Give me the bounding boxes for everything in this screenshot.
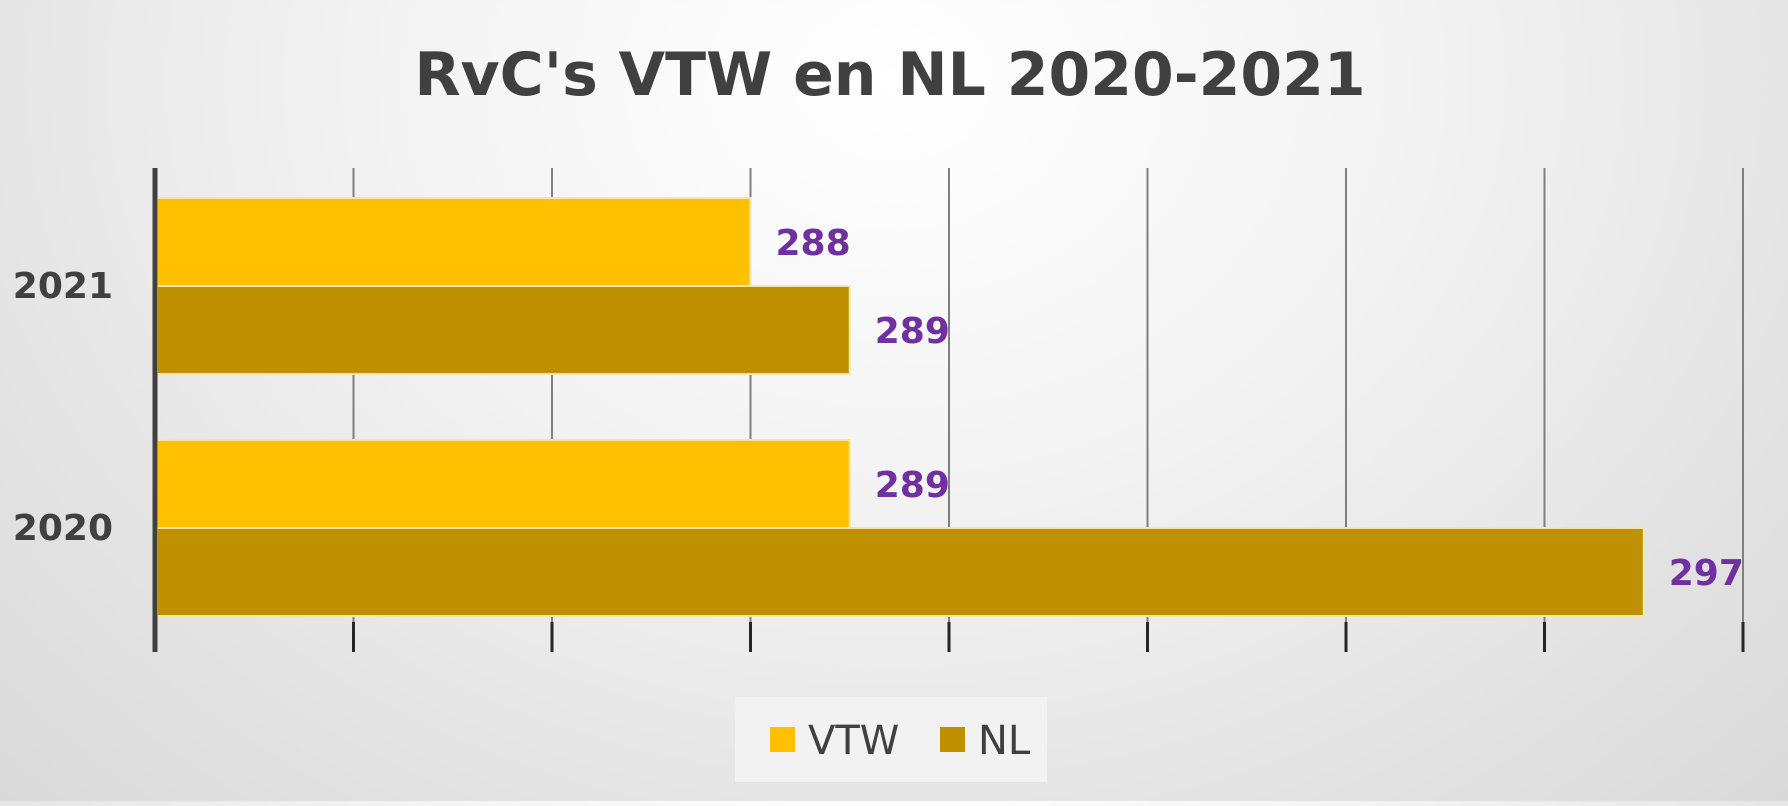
data-label-vtw-2021: 288 <box>776 223 851 264</box>
legend: VTW NL <box>735 697 1047 782</box>
legend-swatch-nl <box>940 727 965 752</box>
bar-nl-2020 <box>156 527 1645 617</box>
axes <box>152 168 1745 652</box>
labels: 288 289 2021 289 297 2020 <box>13 223 1744 594</box>
chart-title: RvC's VTW en NL 2020-2021 <box>414 40 1365 110</box>
bar-nl-2021 <box>156 285 851 375</box>
category-label-2020: 2020 <box>13 508 113 549</box>
data-label-nl-2020: 297 <box>1669 553 1744 594</box>
bar-vtw-2020 <box>156 439 851 529</box>
legend-swatch-vtw <box>770 727 795 752</box>
category-label-2021: 2021 <box>13 266 113 307</box>
data-label-nl-2021: 289 <box>875 311 950 352</box>
legend-label-vtw: VTW <box>808 718 899 764</box>
data-label-vtw-2020: 289 <box>875 465 950 506</box>
legend-label-nl: NL <box>978 718 1031 764</box>
bar-vtw-2021 <box>156 197 752 287</box>
bars <box>156 197 1645 617</box>
